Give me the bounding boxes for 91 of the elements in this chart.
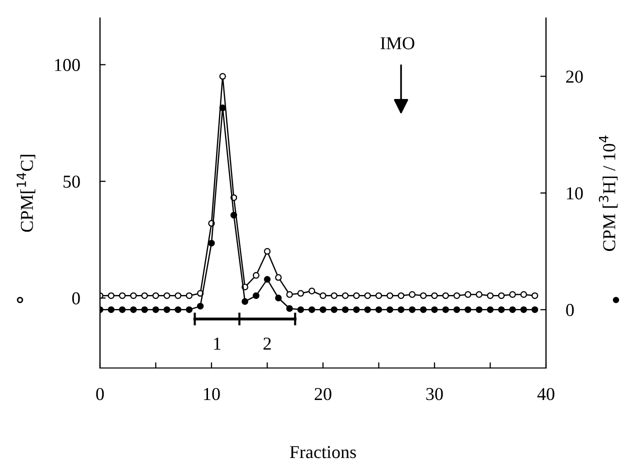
point: [408, 306, 416, 313]
x-tick-label: 30: [426, 388, 443, 400]
y-tick-label: 100: [55, 58, 80, 72]
point: [398, 306, 404, 313]
y2-tick-label: 0: [566, 304, 574, 316]
point: [486, 306, 494, 313]
point: [186, 292, 193, 299]
point: [252, 292, 260, 299]
point: [219, 73, 226, 80]
point: [164, 306, 170, 313]
y2-axis-title: CPM [$^{3}$H] / 10$^{4}$: [598, 136, 618, 251]
point: [152, 306, 160, 313]
point: [431, 292, 438, 299]
point: [275, 294, 282, 302]
point: [486, 292, 494, 299]
x-tick-label: 40: [537, 388, 554, 400]
x-axis-title: Fractions: [290, 446, 356, 458]
point: [118, 292, 126, 299]
point: [264, 248, 271, 255]
point: [320, 292, 326, 299]
y2-tick-label: 10: [567, 187, 583, 200]
x-tick-label: 0: [96, 388, 104, 400]
point: [375, 292, 382, 299]
point: [476, 306, 482, 313]
point: [242, 298, 248, 305]
point: [186, 306, 193, 313]
point: [408, 291, 416, 298]
point: [453, 306, 460, 313]
annotation: 2: [264, 338, 271, 350]
point: [130, 292, 137, 299]
point: [275, 274, 282, 281]
annotation: 1: [214, 338, 221, 350]
point: [342, 292, 349, 299]
point: [476, 291, 482, 298]
point: [464, 306, 472, 313]
point: [286, 291, 293, 298]
point: [197, 302, 204, 310]
y-axis-title: CPM[$^{14}$C]: [16, 154, 36, 232]
point: [297, 290, 304, 297]
point: [108, 292, 114, 299]
point: [320, 306, 326, 313]
point: [308, 288, 316, 294]
point: [364, 306, 371, 313]
point: [386, 306, 394, 313]
annotation: IMO: [380, 37, 414, 50]
point: [330, 292, 338, 299]
y-tick-label: 0: [72, 292, 80, 304]
point: [152, 292, 160, 299]
point: [141, 306, 148, 313]
point: [330, 306, 338, 313]
point: [520, 291, 528, 298]
point: [509, 306, 516, 313]
point: [130, 306, 137, 313]
point: [398, 292, 404, 299]
point: [532, 292, 538, 299]
point: [141, 292, 148, 299]
point: [264, 276, 271, 283]
point: [308, 306, 316, 313]
point: [342, 306, 349, 313]
point: [532, 306, 538, 313]
point: [375, 306, 382, 313]
x-tick-label: 20: [314, 388, 332, 400]
point: [108, 306, 114, 313]
point: [174, 306, 182, 313]
point: [498, 292, 505, 299]
point: [442, 306, 449, 313]
point: [509, 291, 516, 298]
point: [208, 240, 215, 246]
y2-tick-label: 20: [566, 70, 583, 83]
point: [219, 104, 226, 112]
point: [353, 292, 360, 299]
point: [453, 292, 460, 299]
point: [420, 292, 427, 299]
point: [353, 306, 360, 313]
point: [420, 306, 427, 313]
y-tick-label: 50: [64, 176, 80, 188]
point: [230, 212, 238, 218]
point: [164, 292, 170, 299]
point: [286, 305, 293, 312]
point: [118, 306, 126, 313]
point: [431, 306, 438, 313]
point: [498, 306, 505, 313]
point: [297, 306, 304, 313]
point: [252, 272, 260, 279]
x-tick-label: 10: [204, 388, 220, 400]
point: [442, 292, 449, 299]
point: [364, 292, 371, 299]
point: [520, 306, 528, 313]
point: [174, 292, 182, 299]
point: [386, 292, 394, 299]
point: [464, 291, 472, 298]
